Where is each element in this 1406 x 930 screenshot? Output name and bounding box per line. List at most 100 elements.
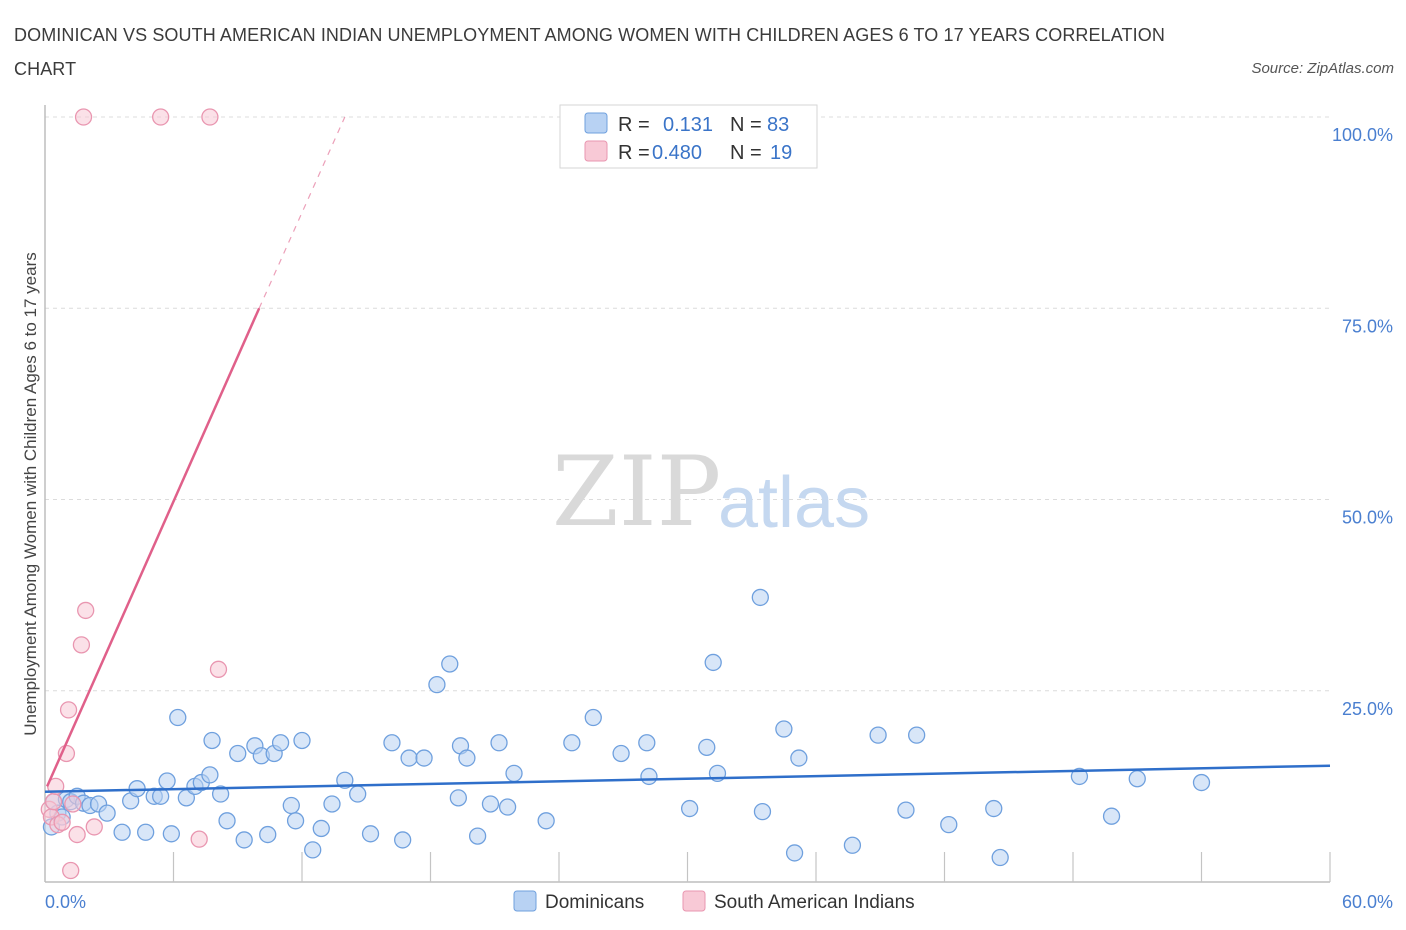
chart-title: DOMINICAN VS SOUTH AMERICAN INDIAN UNEMP… [14,25,1165,79]
south-american-indian-point [59,701,78,719]
south-american-indian-point [64,795,82,813]
dominican-point [1192,773,1211,792]
south-american-indian-trend-line [45,307,261,787]
series-swatch-south-american-indians [682,890,706,912]
watermark-atlas: atlas [718,463,870,543]
dominican-point [584,708,602,727]
axes-layer: 25.0% 50.0% 75.0% 100.0% 0.0% 60.0% [44,105,1393,912]
y-tick-label: 75.0% [1342,316,1393,336]
dominican-point [869,726,887,744]
dominican-point [312,819,330,838]
south-american-indian-point [74,108,93,126]
south-american-indian-point [190,830,208,848]
dominican-point [751,588,769,607]
y-tick-label: 50.0% [1342,508,1393,528]
legend-n-label: N = [730,142,762,164]
dominican-point [349,785,367,803]
dominican-point [940,815,958,834]
dominican-point [441,655,459,673]
south-american-indian-point [62,861,80,880]
dominican-point [991,848,1009,867]
dominican-point [1070,767,1089,786]
legend-swatch-blue [584,112,608,134]
dominican-point [638,734,656,752]
dominican-point [158,772,176,790]
source-credit: Source: ZipAtlas.com [1251,60,1394,77]
dominican-point [218,812,236,830]
dominican-point [271,734,290,752]
dominican-point [785,844,804,862]
dominican-point [1128,770,1146,788]
dominican-point [361,825,380,843]
south-american-indian-point [151,108,170,126]
dominican-point [775,720,793,738]
legend-n-label: N = [730,114,762,136]
legend-n-value: 83 [767,114,789,136]
dominican-point [304,841,322,859]
grid-layer [45,116,1330,692]
dominican-point [400,749,418,767]
south-american-indian-point [72,636,91,654]
series-label-dominicans: Dominicans [545,892,644,913]
dominican-point [1102,807,1121,825]
dominican-point [753,802,772,821]
dominican-point [259,825,277,844]
south-american-indian-point [53,813,71,831]
dominican-point [394,831,412,849]
south-american-indian-point [44,793,63,811]
legend-r-label: R = [618,142,650,164]
series-swatch-dominicans [513,890,537,912]
dominican-point [137,823,155,841]
dominican-point [211,785,230,803]
legend-n-value: 19 [770,142,792,164]
dominican-point [537,812,555,830]
y-tick-label: 25.0% [1342,699,1393,719]
dominican-point [481,795,500,813]
dominican-point [162,825,181,843]
dominican-point [323,795,341,813]
dominican-point [704,653,722,672]
dominican-point [235,831,253,849]
dominican-point [229,744,247,763]
dominican-point [897,801,915,819]
south-american-indian-point [68,825,86,844]
dominican-point [680,799,699,818]
points-layer [40,108,1211,880]
trend-layer [44,116,1331,793]
dominican-point [201,766,219,784]
dominican-point [490,734,508,752]
y-tick-label: 100.0% [1332,125,1393,145]
south-american-indian-point [85,818,103,836]
dominican-point [563,734,581,752]
legend-r-label: R = [618,114,650,136]
south-american-indian-point [209,660,228,678]
dominican-point [428,675,446,694]
dominican-point [468,827,487,845]
dominican-point [293,731,311,750]
dominican-point [449,789,467,807]
dominican-point [113,823,131,841]
dominican-point [843,836,862,854]
correlation-legend: R = 0.131 N = 83 R = 0.480 N = 19 [559,104,818,169]
watermark-zip: ZIP [552,436,721,548]
dominican-point [415,749,433,767]
dominican-point [336,771,354,789]
series-label-south-american-indians: South American Indians [714,892,915,913]
south-american-indian-trend-line-extension [258,116,346,309]
dominican-point [612,744,630,763]
watermark: ZIP atlas [552,436,870,548]
legend-r-value: 0.480 [652,142,702,164]
dominican-point [286,812,305,830]
dominican-point [698,738,716,757]
legend-r-value: 0.131 [663,114,713,136]
dominican-point [640,767,658,786]
dominican-point [458,749,476,767]
y-axis-label: Unemployment Among Women with Children A… [21,252,40,736]
south-american-indian-point [77,601,95,620]
x-tick-label: 60.0% [1342,892,1393,912]
series-legend: Dominicans South American Indians [513,890,915,913]
x-tick-label: 0.0% [45,892,86,912]
dominican-point [383,734,401,752]
south-american-indian-point [201,108,219,126]
dominican-point [282,796,300,815]
